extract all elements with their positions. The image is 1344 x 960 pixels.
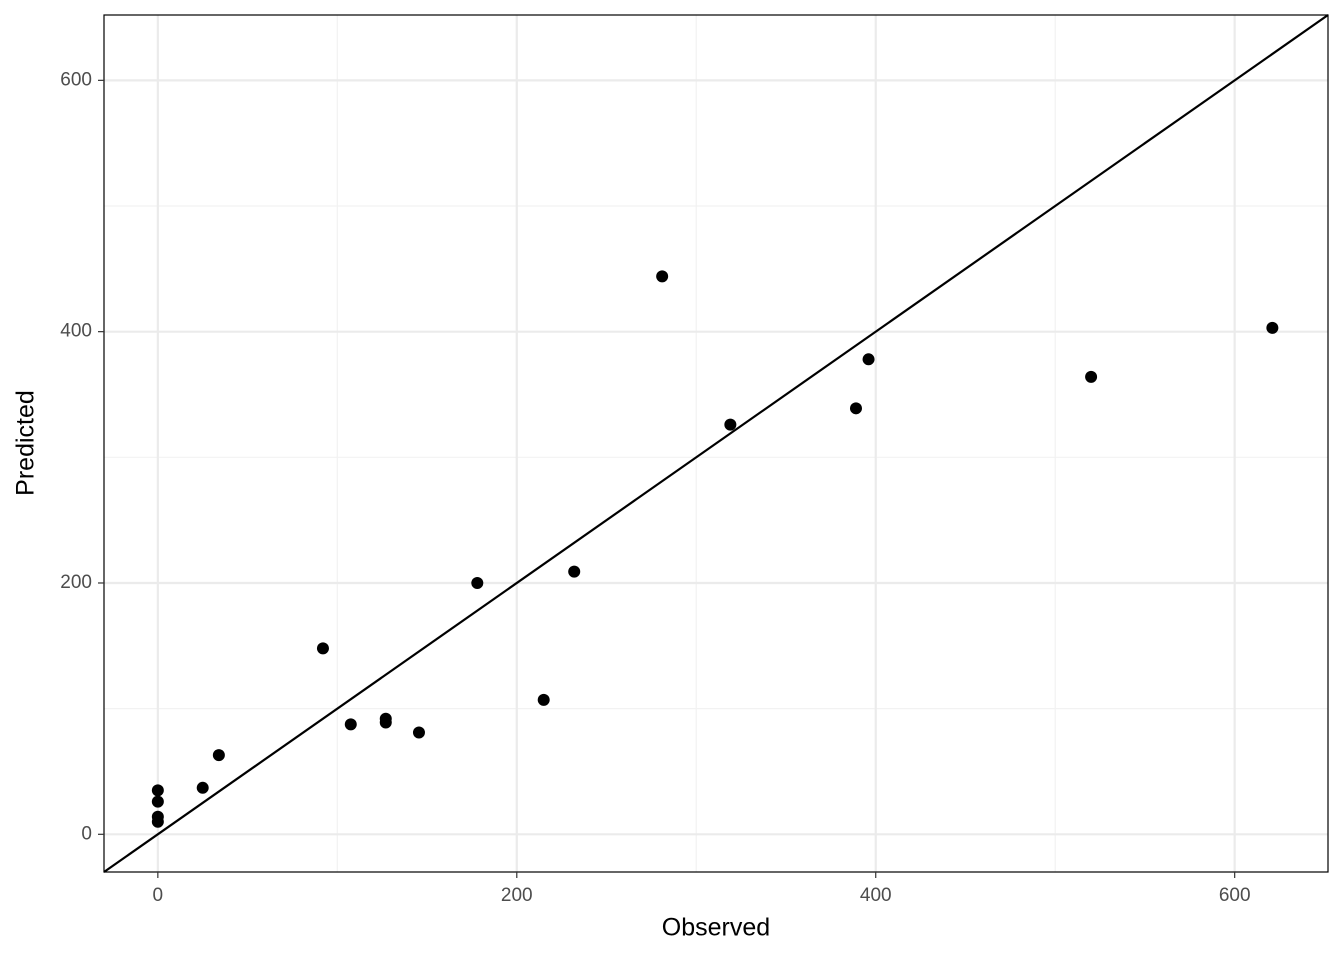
point [1085, 370, 1098, 383]
point [471, 576, 484, 589]
y-tick-label: 0 [81, 823, 92, 844]
point [151, 815, 164, 828]
point [151, 795, 164, 808]
marks [103, 14, 1329, 873]
x-tick-label: 400 [860, 885, 892, 906]
point [656, 270, 669, 283]
x-tick-label: 600 [1219, 885, 1251, 906]
x-tick-label: 200 [501, 885, 533, 906]
point [849, 402, 862, 415]
point [537, 693, 550, 706]
point [412, 726, 425, 739]
y-axis-title: Predicted [12, 390, 40, 496]
point [724, 418, 737, 431]
identity-line [103, 14, 1329, 873]
point [316, 642, 329, 655]
point [344, 718, 357, 731]
y-tick-label: 600 [60, 69, 92, 90]
point [196, 781, 209, 794]
x-axis-title: Observed [662, 914, 770, 942]
point [212, 749, 225, 762]
point [862, 353, 875, 366]
panel-border [103, 14, 1329, 873]
y-tick-label: 400 [60, 321, 92, 342]
point [568, 565, 581, 578]
point [151, 784, 164, 797]
grid [104, 15, 1328, 872]
point [379, 716, 392, 729]
x-tick-label: 0 [153, 885, 164, 906]
point [1266, 321, 1279, 334]
y-tick-label: 200 [60, 572, 92, 593]
